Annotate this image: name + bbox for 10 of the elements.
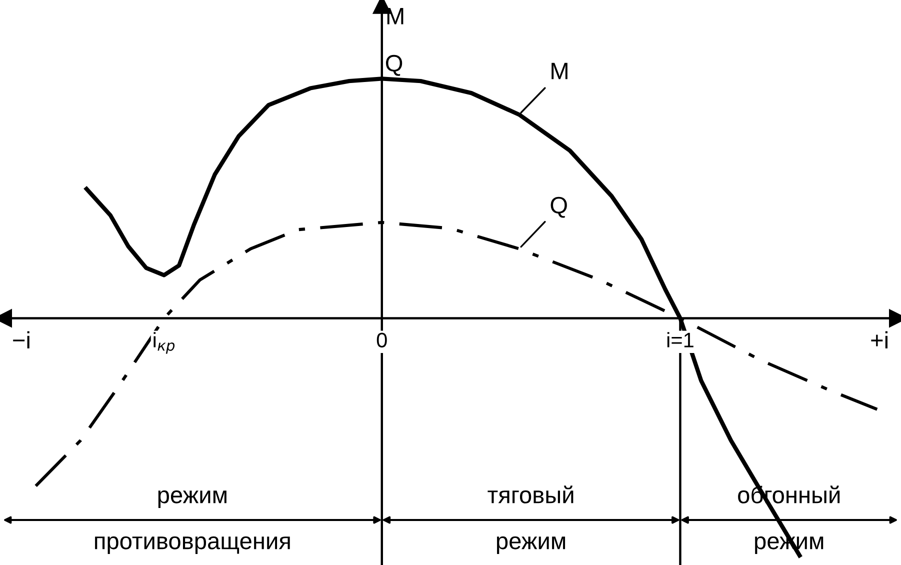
text: режим противовращения bbox=[95, 490, 290, 554]
text: M bbox=[552, 62, 568, 80]
annotation: Q bbox=[386, 54, 402, 76]
x-tick-label: i$_{кр}$ bbox=[154, 332, 175, 354]
x-tick-label: 0 bbox=[376, 332, 387, 348]
text: тяговый режим bbox=[488, 486, 574, 554]
series-label: Q bbox=[550, 196, 567, 218]
x-tick-label: i=1 bbox=[667, 332, 694, 348]
annotation: +i bbox=[871, 331, 888, 348]
annotation: −i bbox=[13, 331, 30, 348]
